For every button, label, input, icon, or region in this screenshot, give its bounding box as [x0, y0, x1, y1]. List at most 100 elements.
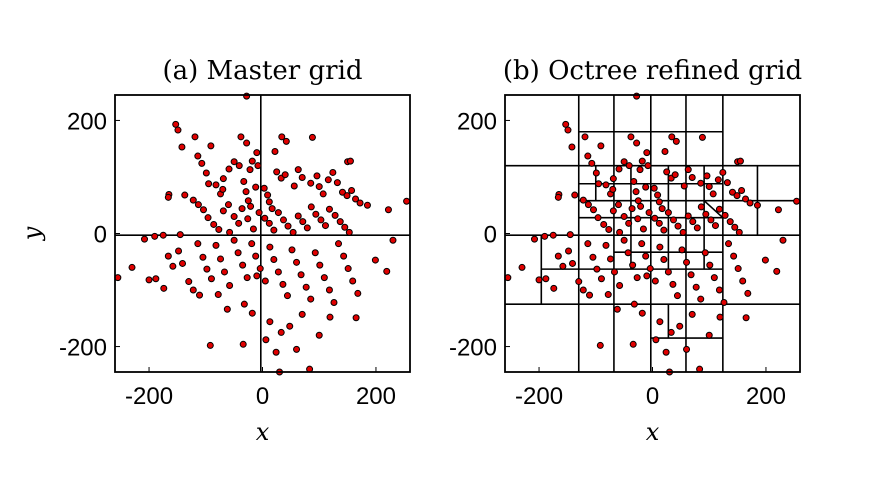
- data-point: [389, 236, 397, 244]
- data-point: [352, 314, 360, 322]
- data-point: [715, 286, 723, 294]
- data-point: [688, 174, 696, 182]
- panel-master-grid: -200 0 200 -200 0 200 (a) Master grid x y: [18, 56, 411, 446]
- data-point: [616, 282, 624, 290]
- data-point: [271, 148, 279, 156]
- data-point: [189, 286, 197, 294]
- data-point: [689, 218, 697, 226]
- data-point: [344, 265, 352, 273]
- data-point: [688, 310, 696, 318]
- data-point: [692, 283, 700, 291]
- data-point: [247, 202, 255, 210]
- data-point: [658, 205, 666, 213]
- data-point: [660, 256, 668, 264]
- data-point: [151, 232, 159, 240]
- data-point: [284, 222, 292, 230]
- y-tick-label: -200: [59, 335, 107, 362]
- data-point: [352, 195, 360, 203]
- data-point: [242, 188, 250, 196]
- data-point: [243, 139, 251, 147]
- data-point: [225, 165, 233, 173]
- data-point: [586, 291, 594, 299]
- plot-frame: [114, 94, 411, 373]
- data-point: [152, 275, 160, 283]
- data-point: [723, 179, 731, 187]
- data-point: [212, 181, 220, 189]
- data-point: [733, 192, 741, 200]
- data-point: [738, 187, 746, 195]
- data-point: [238, 205, 246, 213]
- x-tick-label: 0: [256, 383, 269, 410]
- data-point: [298, 174, 306, 182]
- data-point: [268, 205, 276, 213]
- data-point: [349, 277, 357, 285]
- data-point: [164, 193, 172, 201]
- data-point: [728, 188, 736, 196]
- data-point: [646, 265, 654, 273]
- data-point: [333, 179, 341, 187]
- data-point: [281, 171, 289, 179]
- data-point: [600, 220, 608, 228]
- data-point: [329, 168, 337, 176]
- chart-title: (b) Octree refined grid: [503, 56, 802, 86]
- data-point: [226, 282, 234, 290]
- data-point: [283, 292, 291, 300]
- data-point: [707, 216, 715, 224]
- data-point: [667, 328, 675, 336]
- data-point: [326, 313, 334, 321]
- data-point: [620, 158, 628, 166]
- data-point: [687, 271, 695, 279]
- data-point: [164, 252, 172, 260]
- data-point: [185, 278, 193, 286]
- data-point: [206, 341, 214, 349]
- x-tick-label: -200: [125, 383, 173, 410]
- data-point: [604, 291, 612, 299]
- data-point: [261, 277, 269, 285]
- data-point: [181, 191, 189, 199]
- data-point: [174, 126, 182, 134]
- data-point: [634, 197, 642, 205]
- data-point: [207, 275, 215, 283]
- data-point: [709, 190, 717, 198]
- data-point: [569, 259, 577, 267]
- data-point: [315, 183, 323, 191]
- data-point: [581, 133, 589, 141]
- data-point: [549, 231, 557, 239]
- data-point: [650, 184, 658, 192]
- data-point: [714, 176, 722, 184]
- data-point: [683, 258, 691, 266]
- data-point: [655, 198, 663, 206]
- data-point: [253, 272, 261, 280]
- data-point: [624, 249, 632, 257]
- data-point: [191, 133, 199, 141]
- data-point: [734, 265, 742, 273]
- data-point: [273, 168, 281, 176]
- data-point: [335, 240, 343, 248]
- y-tick-label: 200: [67, 108, 107, 135]
- data-point: [676, 322, 684, 330]
- data-point: [194, 152, 202, 160]
- data-point: [579, 286, 587, 294]
- data-point: [279, 280, 287, 288]
- data-point: [652, 336, 660, 344]
- data-point: [592, 169, 600, 177]
- data-point: [542, 275, 550, 283]
- data-point: [264, 191, 272, 199]
- data-point: [199, 253, 207, 261]
- data-point: [629, 340, 637, 348]
- data-point: [629, 261, 637, 269]
- data-point: [279, 216, 287, 224]
- data-point: [673, 292, 681, 300]
- data-point: [240, 177, 248, 185]
- data-point: [286, 322, 294, 330]
- data-point: [642, 252, 650, 260]
- data-point: [668, 133, 676, 141]
- data-point: [262, 336, 270, 344]
- data-point: [261, 214, 269, 222]
- data-point: [249, 225, 257, 233]
- data-point: [252, 183, 260, 191]
- data-point: [243, 92, 251, 100]
- data-point: [223, 305, 231, 313]
- data-point: [288, 246, 296, 254]
- grid-line: [703, 200, 724, 219]
